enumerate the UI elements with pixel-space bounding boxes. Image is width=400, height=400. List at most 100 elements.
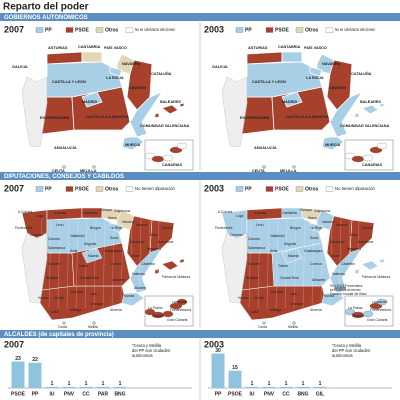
ceuta bbox=[62, 165, 66, 169]
province-label: Valencia bbox=[132, 272, 145, 276]
legend-swatch bbox=[265, 186, 274, 192]
province-label: Valencia bbox=[332, 272, 345, 276]
province-label: A Coruña bbox=[218, 210, 232, 214]
chart-note: *Ceuta y Melilla bbox=[132, 343, 162, 348]
region bbox=[129, 247, 163, 294]
region-label: CASTILLA-LA MANCHA bbox=[286, 115, 329, 119]
melilla bbox=[92, 165, 96, 169]
province-label: Almería bbox=[310, 308, 322, 312]
legend-label: Otros bbox=[105, 27, 119, 33]
province-label: Guipúzcoa bbox=[314, 209, 330, 213]
province-label: Cuenca bbox=[110, 262, 122, 266]
province-label: Ceuta bbox=[58, 325, 67, 329]
province-label: Tarragona bbox=[346, 247, 361, 251]
ceuta bbox=[262, 165, 266, 169]
region-label: CEUTA bbox=[52, 169, 65, 173]
region-label: COMUNIDAD VALENCIANA bbox=[140, 124, 190, 128]
value-label: 1 bbox=[285, 381, 288, 387]
legend-swatch bbox=[125, 27, 134, 33]
region bbox=[81, 51, 103, 63]
section-band bbox=[0, 330, 400, 338]
province-label: Tarragona bbox=[146, 247, 161, 251]
region bbox=[361, 104, 379, 115]
map: ASTURIAS CANTABRIA PAÍS VASCO GALICIA NAVARR… bbox=[212, 45, 394, 173]
legend-swatch bbox=[235, 27, 244, 33]
region-label: CANTABRIA bbox=[278, 45, 301, 49]
region bbox=[109, 222, 123, 233]
legend-label: PSOE bbox=[75, 186, 90, 192]
province-label: Ciudad Real bbox=[80, 276, 99, 280]
legend-swatch bbox=[65, 186, 74, 192]
region bbox=[81, 247, 103, 264]
chart-title: 2007 bbox=[4, 339, 24, 349]
region bbox=[179, 102, 185, 108]
province-border bbox=[138, 217, 142, 309]
province-label: Ceuta bbox=[258, 325, 267, 329]
legend-swatch bbox=[95, 186, 104, 192]
region-label: CANTABRIA bbox=[78, 45, 101, 49]
province-label: Lanzarote bbox=[172, 300, 187, 304]
province-label: Cantabria bbox=[82, 211, 97, 215]
province-label: Málaga bbox=[270, 308, 281, 312]
province-label: Madrid bbox=[288, 254, 298, 258]
value-label: 22 bbox=[32, 357, 38, 363]
value-label: 1 bbox=[268, 381, 271, 387]
legend-label: Otros bbox=[105, 186, 119, 192]
province-label: La Rioja bbox=[110, 226, 123, 230]
province-border bbox=[239, 217, 243, 309]
bar bbox=[28, 362, 42, 388]
map-note: Consejo Insular de Ibiza bbox=[330, 292, 366, 296]
province-label: Jaén bbox=[290, 292, 297, 296]
province-label: Girona bbox=[162, 226, 172, 230]
chart-note: autónomas bbox=[132, 353, 153, 358]
province-label: Valladolid bbox=[270, 234, 285, 238]
portugal bbox=[221, 232, 248, 304]
province-label: La Palma bbox=[148, 306, 162, 310]
province-label: Ciudad Real bbox=[280, 276, 299, 280]
province-border bbox=[57, 217, 61, 309]
island bbox=[376, 142, 388, 150]
region-label: CANARIAS bbox=[362, 163, 383, 167]
legend-label: PSOE bbox=[275, 27, 290, 33]
melilla bbox=[292, 321, 296, 325]
province-label: Gran Canaria bbox=[167, 318, 187, 322]
region bbox=[281, 51, 303, 63]
province-border bbox=[248, 217, 252, 309]
region-label: CANARIAS bbox=[162, 163, 183, 167]
map-note: *En 2003 Formentera bbox=[330, 284, 363, 288]
province-border bbox=[293, 217, 297, 309]
province-label: Guadalajara bbox=[104, 249, 123, 253]
province-label: Albacete bbox=[312, 278, 325, 282]
region-label: CEUTA bbox=[252, 169, 265, 173]
legend-label: No tienen diputación bbox=[135, 186, 175, 191]
province-label: Cantabria bbox=[282, 211, 297, 215]
province-border bbox=[75, 217, 79, 309]
value-label: 15 bbox=[232, 365, 238, 371]
section-heading: ALCALDES (de capitales de provincia) bbox=[4, 332, 114, 338]
province-border bbox=[257, 217, 261, 309]
province-border bbox=[266, 217, 270, 309]
region-label: PAÍS VASCO bbox=[104, 45, 127, 50]
region bbox=[309, 222, 323, 233]
province-label: Cáceres bbox=[48, 262, 61, 266]
value-label: 1 bbox=[68, 381, 71, 387]
province-label: Palma de Mallorca bbox=[162, 275, 190, 279]
region bbox=[361, 260, 379, 271]
province-label: Lleida bbox=[349, 233, 358, 237]
legend-swatch bbox=[325, 186, 334, 192]
province-label: Burgos bbox=[90, 226, 101, 230]
province-label: Almería bbox=[110, 308, 122, 312]
chart-note: *Ceuta y Melilla bbox=[332, 343, 362, 348]
legend-swatch bbox=[125, 186, 134, 192]
province-border bbox=[320, 217, 324, 309]
province-border bbox=[102, 217, 106, 309]
bar bbox=[113, 386, 127, 388]
province-label: Gran Canaria bbox=[367, 318, 387, 322]
province-label: Badajoz bbox=[246, 276, 259, 280]
province-label: Álava bbox=[108, 216, 117, 220]
province-label: Teruel bbox=[130, 254, 139, 258]
province-label: Asturias bbox=[254, 211, 267, 215]
province-label: Barcelona bbox=[158, 240, 173, 244]
